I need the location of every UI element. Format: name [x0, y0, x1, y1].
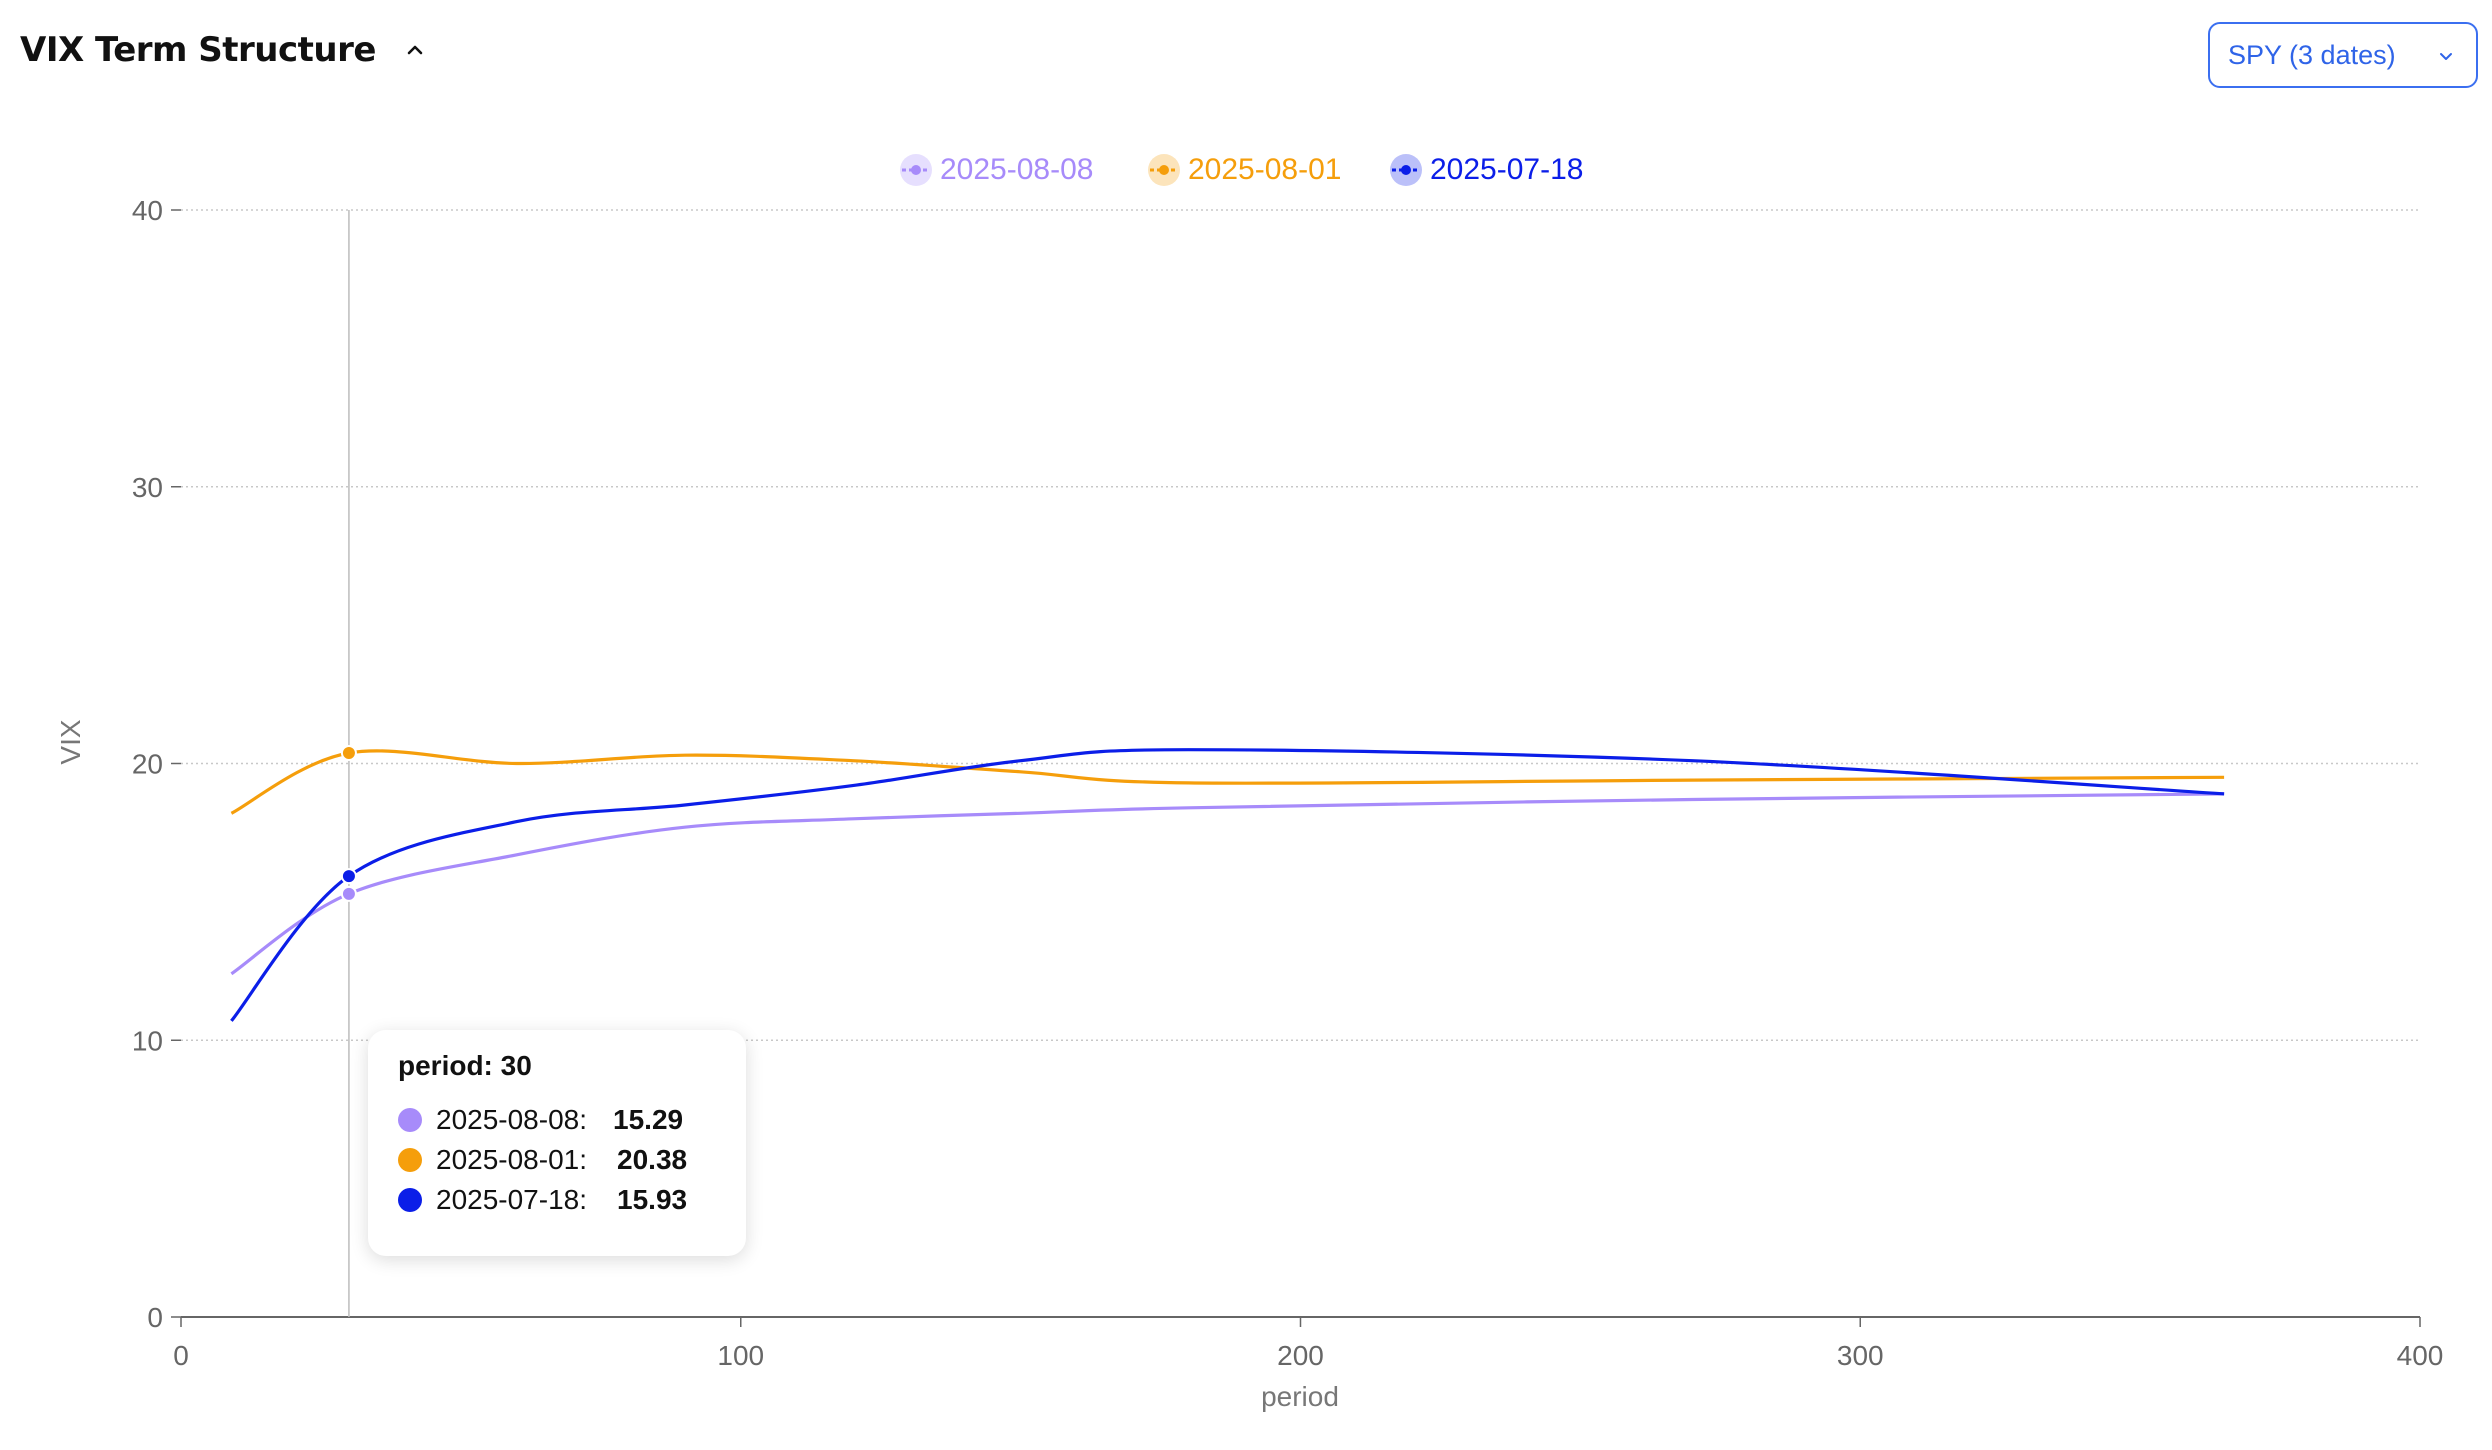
hover-point-2025-08-01	[340, 744, 357, 761]
series-line-2025-08-01	[230, 749, 2225, 815]
y-axis-label: VIX	[55, 719, 86, 764]
x-tick-label: 400	[2397, 1340, 2444, 1371]
chevron-down-icon	[2440, 53, 2452, 60]
y-tick-label: 30	[132, 472, 163, 503]
legend-label: 2025-08-08	[940, 153, 1094, 186]
series-line-2025-08-08	[230, 792, 2225, 976]
tooltip-row-label: 2025-08-01:	[436, 1144, 588, 1175]
y-tick-label: 20	[132, 749, 163, 780]
header: VIX Term Structure SPY (3 dates)	[0, 0, 2492, 120]
tooltip-row-label: 2025-07-18:	[436, 1184, 588, 1215]
series-line-2025-07-18	[230, 748, 2225, 1022]
hover-point-2025-07-18	[340, 868, 357, 885]
hover-point-2025-08-08	[340, 885, 357, 902]
y-tick-label: 10	[132, 1025, 163, 1056]
tooltip-row: 2025-07-18: 15.93	[398, 1184, 687, 1216]
legend-item-2025-07-18[interactable]: 2025-07-18	[1388, 148, 1583, 192]
tooltip-row-label: 2025-08-08:	[436, 1104, 588, 1135]
title-toggle[interactable]: VIX Term Structure	[20, 30, 426, 70]
legend-marker-icon	[900, 154, 932, 186]
page-title: VIX Term Structure	[20, 30, 376, 70]
legend-marker-icon	[1390, 154, 1422, 186]
x-tick-label: 0	[173, 1340, 189, 1371]
tooltip-title: period: 30	[398, 1050, 532, 1081]
legend-item-2025-08-08[interactable]: 2025-08-08	[898, 148, 1093, 192]
x-tick-label: 100	[717, 1340, 764, 1371]
ticker-select[interactable]: SPY (3 dates)	[2208, 22, 2478, 88]
tooltip-row-value: 15.29	[613, 1104, 684, 1135]
x-axis-label: period	[1261, 1381, 1339, 1412]
marker-layer	[340, 744, 357, 902]
legend-label: 2025-07-18	[1430, 153, 1584, 186]
series-dot-icon	[398, 1108, 422, 1132]
tooltip-row: 2025-08-01: 20.38	[398, 1144, 687, 1176]
series-dot-icon	[398, 1148, 422, 1172]
tooltip-row: 2025-08-08: 15.29	[398, 1104, 683, 1136]
x-tick-label: 300	[1837, 1340, 1884, 1371]
legend-item-2025-08-01[interactable]: 2025-08-01	[1146, 148, 1341, 192]
legend-label: 2025-08-01	[1188, 153, 1342, 186]
grid-layer	[181, 209, 2420, 1041]
tooltip-row-value: 15.93	[617, 1184, 688, 1215]
x-tick-label: 200	[1277, 1340, 1324, 1371]
y-tick-label: 0	[147, 1302, 163, 1333]
series-layer	[230, 748, 2225, 1022]
chart-legend: 2025-08-08 2025-08-01 2025-07-18	[0, 148, 2492, 192]
y-tick-label: 40	[132, 195, 163, 226]
tooltip-row-value: 20.38	[617, 1144, 688, 1175]
chart-tooltip: period: 30 2025-08-08: 15.29 2025-08-01:…	[368, 1030, 746, 1256]
chevron-up-icon[interactable]	[404, 39, 426, 61]
legend-marker-icon	[1148, 154, 1180, 186]
ticker-select-value: SPY (3 dates)	[2228, 39, 2396, 70]
series-dot-icon	[398, 1188, 422, 1212]
